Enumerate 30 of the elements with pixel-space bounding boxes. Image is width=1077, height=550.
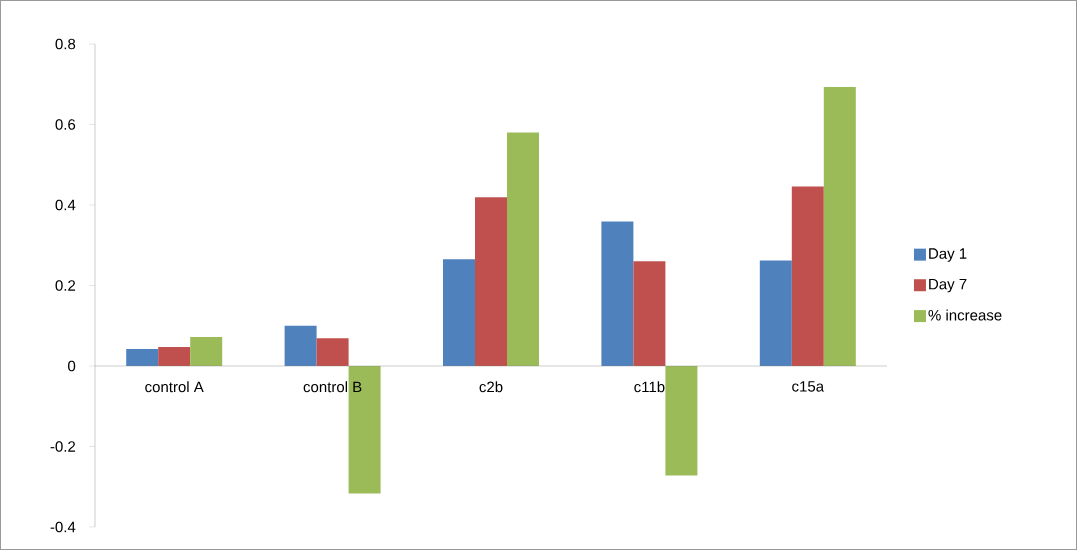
bar [443, 259, 475, 366]
bar [284, 325, 317, 366]
y-tick-label: 0.6 [55, 119, 76, 130]
legend-label: Day 7 [929, 278, 967, 293]
bar [759, 260, 792, 366]
x-tick-label: c15a [792, 381, 825, 392]
bar [475, 197, 507, 366]
y-tick-label: 0.4 [55, 199, 76, 211]
bar [665, 366, 698, 476]
y-tick-label: 0 [68, 360, 76, 372]
x-tick-label: c11b [634, 381, 665, 393]
bar [507, 132, 539, 366]
x-tick-label: control B [303, 381, 362, 393]
bar [316, 338, 349, 366]
bar [823, 87, 856, 366]
bar [633, 261, 666, 366]
bar [126, 349, 159, 366]
legend-label: Day 1 [929, 248, 967, 262]
x-tick-label: c2b [479, 381, 503, 393]
y-tick-label: -0.2 [50, 441, 76, 452]
bar [190, 337, 223, 366]
x-tick-label: control A [145, 381, 204, 393]
bar [791, 186, 824, 366]
y-tick-label: 0.2 [55, 280, 76, 291]
y-tick-label: 0.8 [55, 38, 76, 50]
bar [158, 347, 191, 366]
bar [348, 366, 381, 494]
y-tick-label: -0.4 [50, 521, 76, 533]
bar [601, 221, 634, 366]
legend-label: % increase [928, 309, 1002, 321]
